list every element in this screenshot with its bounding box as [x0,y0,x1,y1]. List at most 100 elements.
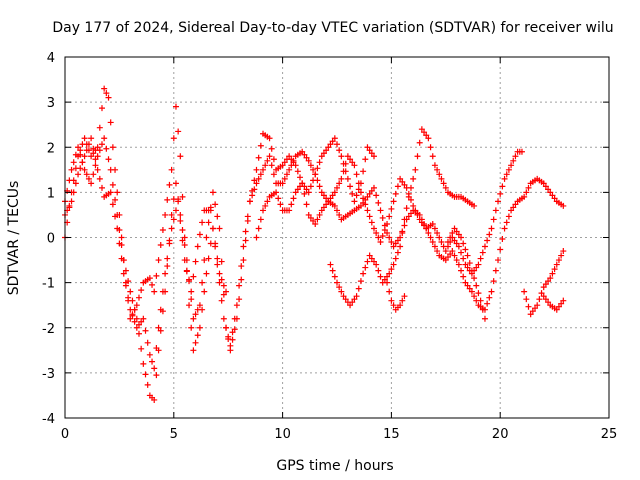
data-point [262,162,269,169]
data-point [192,339,199,346]
data-point [464,252,471,259]
data-point [466,285,473,292]
data-point [390,302,397,309]
data-point [166,240,173,247]
data-point [325,144,332,151]
data-point [505,166,512,173]
data-marks [62,85,567,403]
series-s6 [384,279,408,313]
data-point [297,183,304,190]
data-point [436,171,443,178]
data-point [405,213,412,220]
data-point [199,219,206,226]
data-point [242,237,249,244]
data-point [434,248,441,255]
data-point [77,151,84,158]
data-point [460,240,467,247]
data-point [368,255,375,262]
data-point [351,162,358,169]
data-point [125,294,132,301]
data-point [307,162,314,169]
data-point [388,239,395,246]
data-point [401,293,408,300]
data-point [114,189,121,196]
data-point [340,293,347,300]
data-point [77,165,84,172]
data-point [186,278,193,285]
data-point [205,255,212,262]
data-point [431,243,438,250]
data-point [542,296,549,303]
y-tick-label: 4 [47,51,55,66]
data-point [96,175,103,182]
data-point [236,296,243,303]
data-point [183,267,190,274]
x-tick-label: 0 [61,427,69,442]
data-point [149,358,156,365]
data-point [538,290,545,297]
data-point [529,308,536,315]
data-point [377,207,384,214]
data-point [475,290,482,297]
data-point [127,315,134,322]
data-point [460,273,467,280]
data-point [88,135,95,142]
data-point [105,156,112,163]
data-point [451,225,458,232]
data-point [135,330,142,337]
data-point [329,192,336,199]
data-point [149,281,156,288]
data-point [177,217,184,224]
data-point [366,147,373,154]
data-point [162,270,169,277]
data-point [220,291,227,298]
data-point [281,175,288,182]
data-point [497,190,504,197]
data-point [103,145,110,152]
data-point [260,166,267,173]
data-point [318,207,325,214]
data-point [231,315,238,322]
data-point [316,211,323,218]
data-point [286,166,293,173]
data-point [553,261,560,268]
data-point [107,119,114,126]
data-point [220,282,227,289]
data-point [138,287,145,294]
data-point [70,189,77,196]
data-point [412,166,419,173]
data-point [397,175,404,182]
data-point [314,165,321,172]
data-point [471,293,478,300]
data-point [270,156,277,163]
data-point [144,339,151,346]
data-point [316,183,323,190]
data-point [451,237,458,244]
data-point [81,135,88,142]
x-tick-label: 20 [492,427,509,442]
data-point [488,288,495,295]
data-point [301,190,308,197]
data-point [490,216,497,223]
data-point [481,243,488,250]
data-point [288,201,295,208]
data-point [553,306,560,313]
data-point [303,186,310,193]
data-point [246,198,253,205]
data-point [453,228,460,235]
y-tick-label: -4 [42,412,55,427]
data-point [381,276,388,283]
data-point [249,192,256,199]
data-point [231,326,238,333]
data-point [377,239,384,246]
data-point [179,237,186,244]
data-point [362,196,369,203]
data-point [205,219,212,226]
data-point [449,248,456,255]
data-point [286,153,293,160]
x-tick-label: 25 [601,427,618,442]
data-point [501,175,508,182]
data-point [362,156,369,163]
data-point [175,198,182,205]
data-point [262,202,269,209]
